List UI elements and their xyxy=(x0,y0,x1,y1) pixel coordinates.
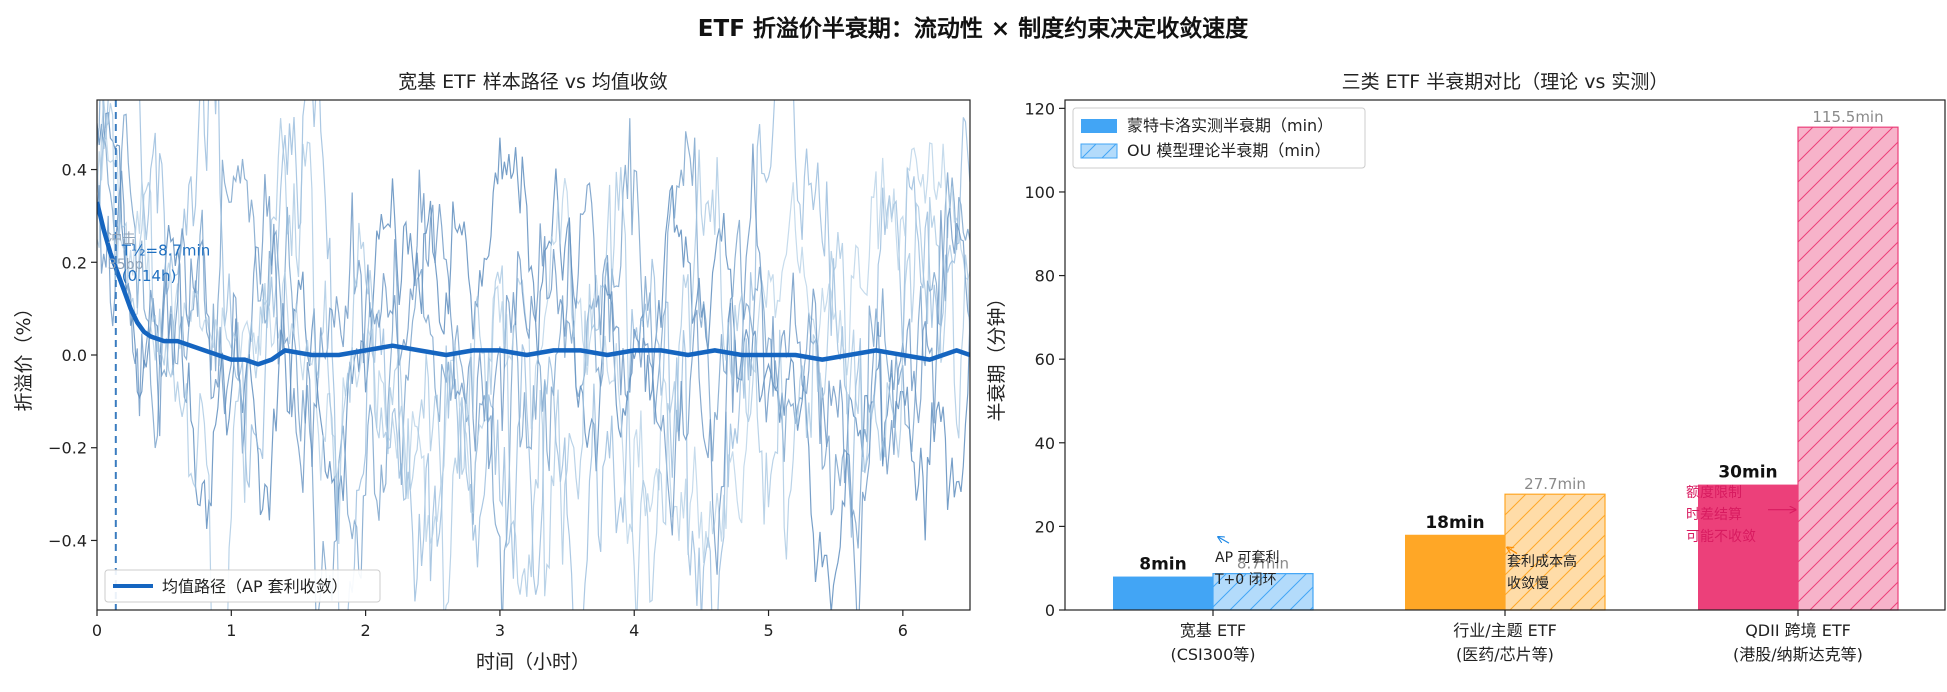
annotation-text: 额度限制 xyxy=(1686,485,1742,501)
right-y-tick-label: 80 xyxy=(1035,267,1055,286)
theory-bar-label: 115.5min xyxy=(1812,108,1883,126)
left-legend: 均值路径（AP 套利收敛） xyxy=(104,569,381,603)
right-x-ticks: 宽基 ETF (CSI300等) 行业/主题 ETF (医药/芯片等) QDII 跨境 … xyxy=(1170,610,1863,664)
annotation-text: 套利成本高 xyxy=(1507,553,1577,570)
left-x-ticks: 0 1 2 3 4 5 6 xyxy=(92,610,908,640)
annotation-text: 收敛慢 xyxy=(1507,575,1549,592)
left-chart-title: 宽基 ETF 样本路径 vs 均值收敛 xyxy=(398,71,668,93)
measured-bar xyxy=(1405,534,1505,610)
figure-suptitle: ETF 折溢价半衰期：流动性 × 制度约束决定收敛速度 xyxy=(698,15,1249,42)
category-label: (医药/芯片等) xyxy=(1456,645,1554,664)
shock-label-line1: 冲击 xyxy=(108,232,136,248)
right-legend-swatch-measured xyxy=(1081,119,1117,133)
left-legend-box xyxy=(104,569,381,603)
left-x-tick-label: 2 xyxy=(361,621,371,640)
measured-bar xyxy=(1113,576,1213,610)
right-y-tick-label: 120 xyxy=(1024,99,1055,118)
measured-bar-label: 18min xyxy=(1425,513,1484,533)
half-life-label-line1: T½=8.7min xyxy=(121,241,210,259)
annotation-arrow xyxy=(1507,547,1518,555)
category-label: QDII 跨境 ETF xyxy=(1745,621,1851,640)
theory-bar-label: 27.7min xyxy=(1524,475,1586,493)
right-legend-label-theory: OU 模型理论半衰期（min） xyxy=(1127,141,1331,160)
left-x-tick-label: 5 xyxy=(763,621,773,640)
right-y-tick-label: 20 xyxy=(1035,517,1055,536)
right-y-tick-label: 0 xyxy=(1045,601,1055,620)
left-legend-label: 均值路径（AP 套利收敛） xyxy=(162,577,348,596)
left-y-tick-label: 0.2 xyxy=(62,253,87,272)
right-chart-title: 三类 ETF 半衰期对比（理论 vs 实测） xyxy=(1342,71,1669,93)
theory-bar xyxy=(1504,493,1606,611)
sample-path-line xyxy=(97,111,970,610)
left-x-tick-label: 0 xyxy=(92,621,102,640)
theory-bar xyxy=(1212,573,1314,611)
right-legend: 蒙特卡洛实测半衰期（min） OU 模型理论半衰期（min） xyxy=(1072,107,1366,169)
annotation-text: AP 可套利 xyxy=(1215,550,1279,566)
left-x-tick-label: 1 xyxy=(226,621,236,640)
annotation-text: 可能不收敛 xyxy=(1686,529,1756,545)
annotation-text: 时差结算 xyxy=(1686,507,1742,523)
category-label: 行业/主题 ETF xyxy=(1453,621,1557,640)
annotation-text: T+0 闭环 xyxy=(1214,572,1277,588)
measured-bar xyxy=(1698,484,1798,610)
left-y-ticks: −0.4 −0.2 0.0 0.2 0.4 xyxy=(48,161,97,550)
mean-path-line xyxy=(97,201,970,367)
measured-bar-label: 30min xyxy=(1718,463,1777,483)
left-x-tick-label: 4 xyxy=(629,621,639,640)
right-y-axis-label: 半衰期（分钟） xyxy=(986,288,1008,421)
left-y-tick-label: −0.4 xyxy=(48,531,87,550)
left-y-tick-label: 0.4 xyxy=(62,161,87,180)
mean-path-group xyxy=(97,201,970,367)
right-y-tick-label: 100 xyxy=(1024,183,1055,202)
sample-path-line xyxy=(97,100,970,610)
sample-path-line xyxy=(97,100,970,610)
left-y-tick-label: −0.2 xyxy=(48,439,87,458)
category-label: (港股/纳斯达克等) xyxy=(1733,645,1863,664)
left-x-tick-label: 6 xyxy=(898,621,908,640)
shock-label-line2: 35bp xyxy=(108,257,144,273)
right-legend-swatch-theory xyxy=(1080,143,1118,159)
right-y-tick-label: 60 xyxy=(1035,350,1055,369)
left-y-axis-label: 折溢价（%） xyxy=(13,298,35,411)
right-chart: 三类 ETF 半衰期对比（理论 vs 实测） 8min 8.7min 18min 27… xyxy=(986,71,1946,664)
right-legend-box xyxy=(1072,107,1366,169)
right-y-ticks: 0 20 40 60 80 100 120 xyxy=(1024,99,1065,620)
theory-bar xyxy=(1797,126,1899,611)
left-x-axis-label: 时间（小时） xyxy=(476,651,590,673)
left-x-tick-label: 3 xyxy=(495,621,505,640)
half-life-label-line2: (0.14h) xyxy=(122,267,177,285)
bars-group: 8min 8.7min 18min 27.7min 30min 115.5min xyxy=(1113,108,1899,611)
category-label: (CSI300等) xyxy=(1170,645,1255,664)
annotation-arrow xyxy=(1218,537,1230,544)
sample-path-line xyxy=(97,130,970,564)
left-y-tick-label: 0.0 xyxy=(62,346,87,365)
theory-bar-label: 8.7min xyxy=(1237,555,1289,573)
right-y-tick-label: 40 xyxy=(1035,434,1055,453)
measured-bar-label: 8min xyxy=(1139,555,1186,575)
right-legend-label-measured: 蒙特卡洛实测半衰期（min） xyxy=(1127,116,1333,135)
category-label: 宽基 ETF xyxy=(1180,621,1246,640)
